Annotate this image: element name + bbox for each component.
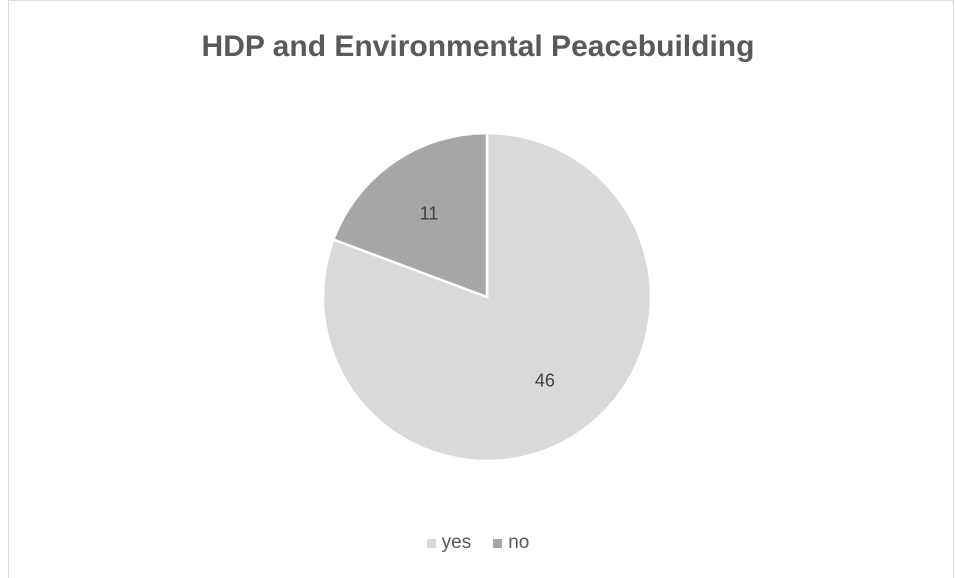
legend-swatch-yes — [426, 538, 436, 548]
pie-slice-no — [331, 131, 489, 299]
legend-swatch-no — [493, 538, 503, 548]
chart-title: HDP and Environmental Peacebuilding — [201, 30, 755, 63]
data-label-no: 11 — [420, 203, 439, 223]
chart-area — [8, 0, 954, 578]
data-label-yes: 46 — [535, 371, 555, 391]
legend-label-no: no — [508, 532, 530, 553]
legend-item-yes: yes — [426, 532, 472, 554]
chart-legend: yes no — [0, 532, 956, 554]
legend-item-no: no — [493, 532, 529, 554]
legend-label-yes: yes — [441, 532, 472, 553]
